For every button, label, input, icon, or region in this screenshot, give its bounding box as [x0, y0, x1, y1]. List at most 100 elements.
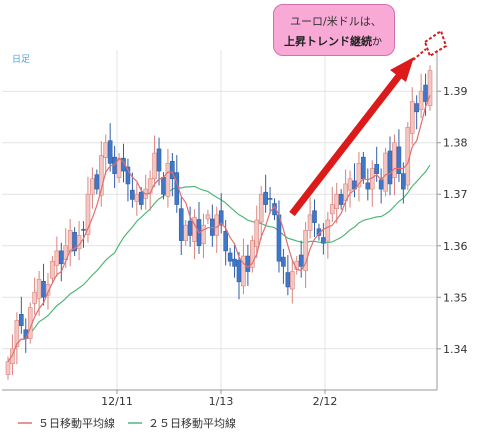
y-axis: 1.34 1.35 1.36 1.37 1.38 1.39	[437, 85, 468, 356]
y-tick-label: 1.38	[443, 137, 468, 150]
candle-up	[205, 214, 211, 220]
candle-down	[374, 164, 379, 174]
candle-down	[267, 198, 273, 200]
candle-up	[250, 240, 255, 268]
candle-up	[54, 250, 60, 266]
candle-up	[409, 101, 415, 134]
candle-up	[45, 284, 51, 296]
annotation-callout: ユーロ/米ドルは、 上昇トレンド継続か	[273, 4, 395, 56]
candle-up	[392, 142, 397, 179]
x-axis: 12/11 1/13 2/12	[101, 390, 337, 408]
y-tick-label: 1.39	[443, 85, 468, 98]
candle-up	[5, 361, 11, 375]
candle-down	[281, 256, 286, 267]
ma5-line-group	[7, 95, 431, 363]
candle-up	[85, 193, 91, 235]
callout-line2: 上昇トレンド継続か	[284, 33, 382, 49]
candle-up	[183, 224, 188, 241]
candle-up	[383, 152, 388, 192]
candle-down	[125, 166, 131, 185]
candle-down	[41, 281, 46, 298]
candle-down	[232, 258, 237, 267]
candle-up	[254, 219, 260, 248]
callout-line1: ユーロ/米ドルは、	[290, 15, 382, 28]
candle-up	[201, 224, 206, 244]
ma25-line-group	[7, 164, 431, 363]
candle-up	[289, 271, 295, 290]
x-tick-label: 12/11	[101, 395, 133, 408]
y-tick-label: 1.35	[443, 291, 468, 304]
candle-down	[245, 255, 251, 272]
trend-arrow-projection-shaft	[412, 48, 427, 61]
candle-down	[361, 156, 366, 180]
candle-up	[307, 214, 313, 231]
candle-down	[414, 103, 419, 113]
candle-up	[303, 230, 308, 271]
candle-down	[223, 231, 228, 252]
candle-up	[50, 260, 55, 279]
trend-arrow-head	[390, 57, 414, 82]
y-tick-label: 1.34	[443, 343, 468, 356]
candle-down	[423, 84, 428, 102]
y-tick-label: 1.36	[443, 240, 468, 253]
candle-down	[321, 237, 326, 244]
candle-up	[134, 193, 140, 202]
candle-down	[138, 191, 144, 205]
candle-down	[130, 189, 135, 200]
candle-up	[418, 90, 424, 111]
x-tick-label: 1/13	[209, 395, 234, 408]
candle-down	[338, 193, 344, 205]
candle-up	[103, 142, 109, 158]
candle-up	[32, 291, 37, 304]
candle-down	[396, 146, 402, 174]
ma5-line	[7, 95, 431, 363]
trend-arrow	[289, 29, 448, 217]
candle-down	[387, 150, 393, 185]
candle-down	[227, 252, 233, 262]
candle-up	[241, 255, 246, 287]
trend-arrow-shaft	[289, 69, 405, 217]
candle-up	[98, 155, 104, 196]
candle-up	[325, 219, 331, 242]
candle-down	[298, 254, 304, 267]
legend-label: ２５日移動平均線	[148, 416, 236, 430]
candle-down	[285, 272, 291, 288]
candle-down	[170, 160, 175, 180]
candle-down	[81, 228, 86, 231]
ma25-line	[7, 164, 431, 363]
candle-down	[276, 214, 282, 262]
candle-up	[258, 193, 264, 223]
candle-down	[263, 191, 268, 205]
candle-down	[312, 210, 317, 223]
candle-down	[236, 259, 242, 283]
candle-up	[10, 348, 15, 365]
y-tick-label: 1.37	[443, 188, 468, 201]
candle-up	[36, 278, 42, 299]
candle-down	[59, 250, 64, 265]
callout-line2-suffix: か	[372, 37, 382, 48]
plot-frame	[2, 50, 438, 391]
candle-down	[156, 148, 162, 172]
candle-down	[72, 232, 77, 252]
candle-down	[378, 179, 384, 190]
candle-down	[218, 210, 224, 226]
callout-line2-bold: 上昇トレンド継続	[284, 35, 372, 48]
candle-up	[14, 320, 20, 348]
legend-label: ５日移動平均線	[38, 416, 115, 430]
candle-up	[90, 178, 95, 195]
timeframe-label: 日足	[12, 54, 30, 65]
candle-down	[187, 220, 193, 236]
candle-up	[334, 193, 340, 209]
trend-arrow-projection	[423, 29, 448, 58]
candle-up	[165, 163, 171, 197]
candle-down	[161, 176, 166, 195]
legend: ５日移動平均線 ２５日移動平均線	[18, 416, 236, 430]
candle-down	[401, 173, 406, 190]
candle-down	[365, 182, 371, 190]
candle-down	[107, 140, 113, 164]
candle-up	[329, 204, 335, 215]
x-tick-label: 2/12	[313, 395, 338, 408]
candles-group	[5, 65, 433, 380]
candle-up	[67, 230, 73, 253]
